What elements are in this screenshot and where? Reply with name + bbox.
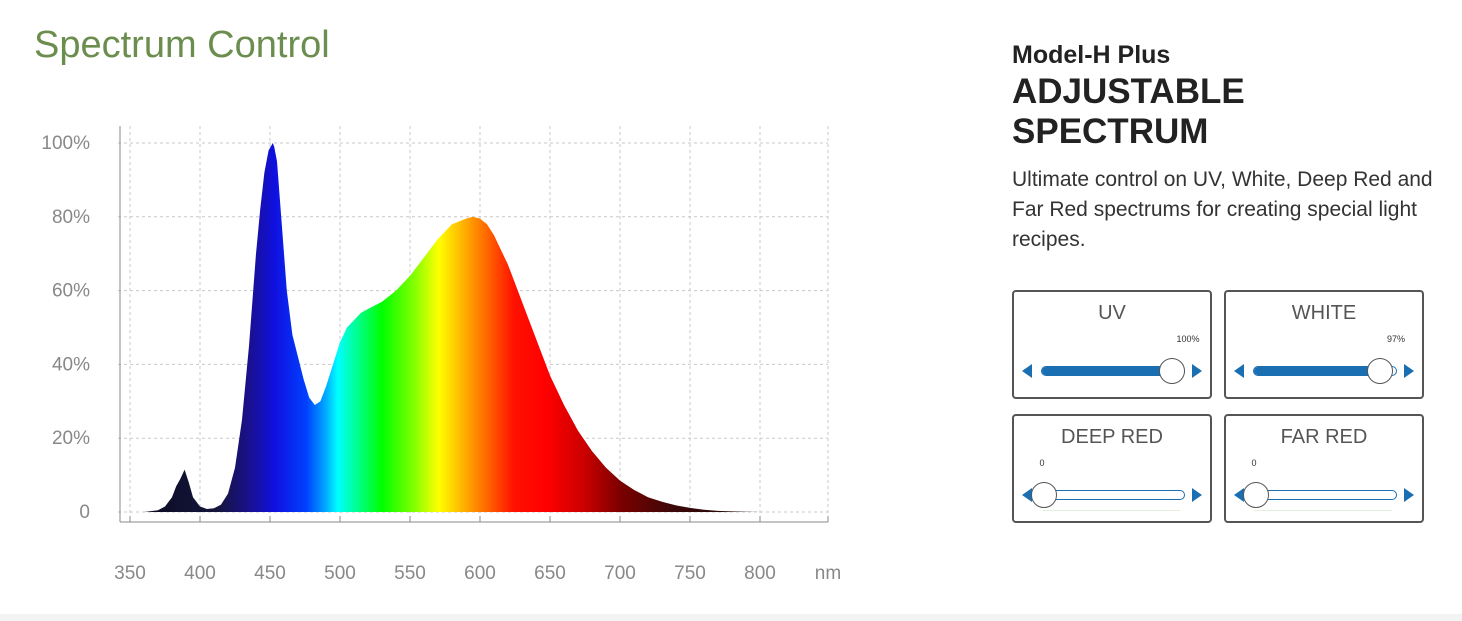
x-tick-label: 400 xyxy=(184,563,216,584)
x-tick-label: 500 xyxy=(324,563,356,584)
deep-red-increase-arrow-icon[interactable] xyxy=(1192,488,1202,502)
far-red-increase-arrow-icon[interactable] xyxy=(1404,488,1414,502)
x-tick-label: 700 xyxy=(604,563,636,584)
far-red-slider-track[interactable] xyxy=(1253,490,1397,500)
chart-axes xyxy=(119,126,829,523)
deep-red-label: DEEP RED xyxy=(1061,426,1163,448)
x-tick-label: 550 xyxy=(394,563,426,584)
chart-labels: 350 400 450 500 550 600 650 700 750 800 nm 0 20% 40% 6… xyxy=(41,133,841,584)
y-tick-label: 0 xyxy=(79,502,90,523)
x-unit-label: nm xyxy=(815,563,841,584)
white-value-label: 97% xyxy=(1386,334,1406,344)
y-tick-label: 60% xyxy=(52,281,90,302)
uv-increase-arrow-icon[interactable] xyxy=(1192,364,1202,378)
spectrum-series-area xyxy=(144,143,760,512)
model-name: Model-H Plus xyxy=(1012,41,1171,69)
far-red-decrease-arrow-icon[interactable] xyxy=(1234,488,1244,502)
far-red-underline xyxy=(1254,510,1392,511)
white-decrease-arrow-icon[interactable] xyxy=(1234,364,1244,378)
white-label: WHITE xyxy=(1291,302,1357,324)
far-red-control-card: FAR RED 0 xyxy=(1224,414,1424,523)
far-red-slider-thumb[interactable] xyxy=(1243,482,1269,508)
white-slider-track[interactable] xyxy=(1253,366,1397,376)
x-tick-label: 450 xyxy=(254,563,286,584)
uv-label: UV xyxy=(1098,302,1126,324)
spectrum-chart: 350 400 450 500 550 600 650 700 750 800 nm 0 20% 40% 6… xyxy=(41,126,841,584)
white-increase-arrow-icon[interactable] xyxy=(1404,364,1414,378)
deep-red-slider-track[interactable] xyxy=(1041,490,1185,500)
far-red-label: FAR RED xyxy=(1280,426,1368,448)
feature-heading: ADJUSTABLE SPECTRUM xyxy=(1012,72,1245,151)
footer-strip xyxy=(0,614,1462,621)
x-tick-label: 350 xyxy=(114,563,146,584)
y-tick-label: 80% xyxy=(52,207,90,228)
deep-red-control-card: DEEP RED 0 xyxy=(1012,414,1212,523)
x-tick-label: 800 xyxy=(744,563,776,584)
far-red-value-label: 0 xyxy=(1251,458,1257,468)
feature-description: Ultimate control on UV, White, Deep Red … xyxy=(1012,168,1433,251)
uv-value-label: 100% xyxy=(1176,334,1200,344)
uv-slider-fill xyxy=(1042,367,1184,375)
uv-decrease-arrow-icon[interactable] xyxy=(1022,364,1032,378)
x-tick-label: 650 xyxy=(534,563,566,584)
product-info: Model-H Plus ADJUSTABLE SPECTRUM Ultimat… xyxy=(1012,40,1442,255)
page-title: Spectrum Control xyxy=(34,24,330,66)
white-control-card: WHITE 97% xyxy=(1224,290,1424,399)
x-tick-label: 750 xyxy=(674,563,706,584)
y-tick-label: 100% xyxy=(41,133,90,154)
white-slider-thumb[interactable] xyxy=(1367,358,1394,384)
deep-red-underline xyxy=(1042,510,1180,511)
spectrum-area xyxy=(144,143,760,512)
deep-red-decrease-arrow-icon[interactable] xyxy=(1022,488,1032,502)
white-slider-fill xyxy=(1254,367,1392,375)
uv-slider-thumb[interactable] xyxy=(1159,358,1185,384)
deep-red-slider-thumb[interactable] xyxy=(1031,482,1057,508)
y-tick-label: 40% xyxy=(52,354,90,375)
x-tick-label: 600 xyxy=(464,563,496,584)
y-tick-label: 20% xyxy=(52,428,90,449)
deep-red-value-label: 0 xyxy=(1039,458,1045,468)
uv-control-card: UV 100% xyxy=(1012,290,1212,399)
